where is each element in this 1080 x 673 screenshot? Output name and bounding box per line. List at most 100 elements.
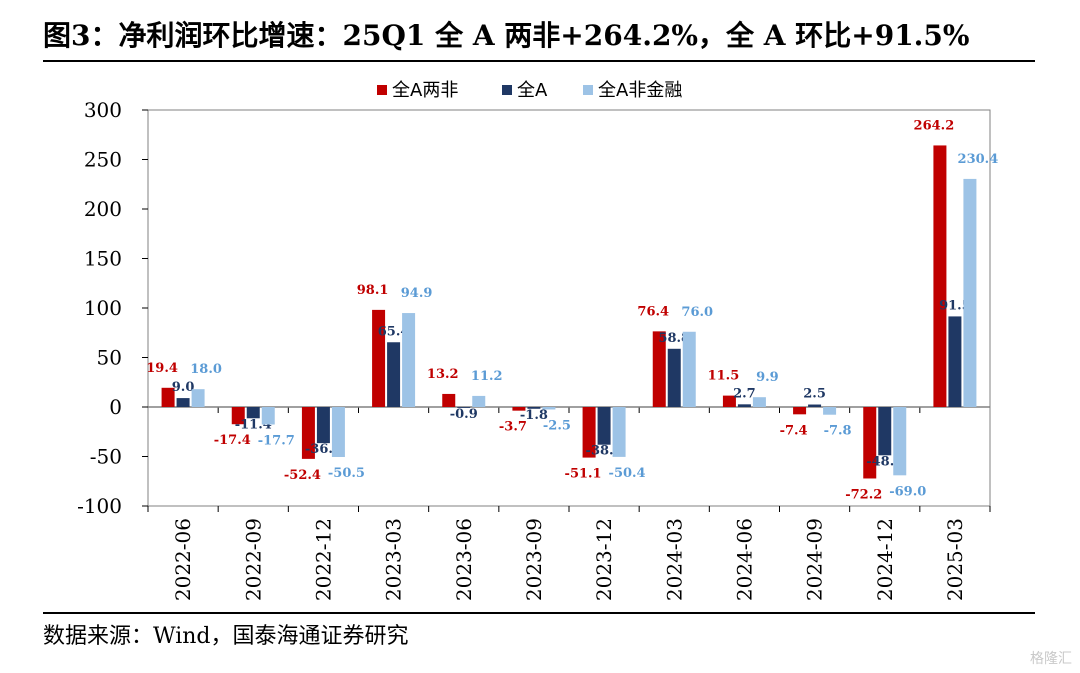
bar-全A-2022-12 [316,407,330,444]
data-label: 11.5 [708,369,740,384]
y-tick-label: -50 [90,445,122,469]
x-tick-label: 2024-12 [873,518,897,601]
bar-全A非金融-2022-06 [191,389,205,407]
x-tick-label: 2024-06 [732,518,756,601]
y-tick-label: 100 [84,296,122,320]
bar-全A非金融-2023-12 [612,407,626,457]
legend-label: 全A非金融 [598,80,682,101]
bar-全A两非-2022-12 [301,407,315,459]
data-label: -0.9 [450,407,478,422]
bar-全A两非-2023-09 [512,407,526,411]
data-label: 94.9 [401,286,433,301]
data-label: 2.5 [803,387,826,402]
bar-全A非金融-2023-03 [402,313,416,407]
bar-全A两非-2022-06 [161,387,175,407]
data-label: -7.4 [780,423,808,438]
data-label: -2.5 [543,418,571,433]
x-tick-label: 2023-09 [522,518,546,601]
title-divider [43,60,1035,62]
bar-全A两非-2022-09 [231,407,245,425]
data-label: 76.4 [637,304,669,319]
legend-label: 全A [517,80,548,101]
bar-全A两非-2023-12 [582,407,596,458]
x-tick-label: 2023-03 [382,518,406,601]
data-label: 11.2 [471,369,503,384]
bar-全A非金融-2024-06 [752,397,766,407]
bar-全A-2024-03 [667,348,681,407]
data-label: -50.5 [328,466,365,481]
bar-全A-2022-09 [246,407,260,419]
x-tick-label: 2024-03 [662,518,686,601]
y-tick-label: 50 [97,346,122,370]
watermark: 格隆汇 [1030,651,1072,667]
bar-全A非金融-2024-12 [893,407,907,476]
x-tick-label: 2025-03 [943,518,967,601]
data-label: 98.1 [357,283,389,298]
data-label: 58.8 [658,331,690,346]
bar-全A非金融-2023-09 [542,407,556,410]
data-label: -7.8 [824,424,852,439]
bar-全A-2023-09 [527,407,541,409]
bar-全A两非-2024-12 [863,407,877,479]
y-tick-label: 200 [84,197,122,221]
data-label: -52.4 [284,468,321,483]
bar-全A非金融-2022-09 [261,407,275,425]
data-label: 91.5 [939,298,971,313]
data-label: 9.0 [172,380,195,395]
data-label: -72.2 [845,487,882,502]
data-label: 19.4 [146,361,178,376]
data-label: -50.4 [609,466,646,481]
data-label: -3.7 [499,420,527,435]
x-tick-label: 2022-06 [171,518,195,601]
data-label: -1.8 [520,408,548,423]
data-label: -17.4 [214,433,251,448]
x-tick-label: 2023-12 [592,518,616,601]
data-label: -69.0 [889,484,926,499]
bar-全A非金融-2022-12 [331,407,345,457]
bar-全A两非-2024-03 [652,331,666,407]
chart-title: 图3：净利润环比增速：25Q1 全 A 两非+264.2%，全 A 环比+91.… [43,19,970,52]
bar-全A两非-2023-06 [442,393,456,407]
source-note: 数据来源：Wind，国泰海通证券研究 [43,624,409,649]
y-tick-label: -100 [77,494,122,518]
data-label: 2.7 [733,386,756,401]
legend-label: 全A两非 [392,80,458,101]
data-label: 18.0 [190,362,222,377]
legend-swatch [377,85,387,95]
x-tick-label: 2023-06 [452,518,476,601]
data-label: 264.2 [914,118,955,133]
data-label: 230.4 [958,152,999,167]
bar-全A-2024-09 [808,404,822,407]
y-tick-label: 150 [84,247,122,271]
data-label: 13.2 [427,367,459,382]
data-label: -17.7 [258,434,295,449]
bar-全A非金融-2024-09 [823,407,837,415]
data-label: 65.4 [378,324,410,339]
x-tick-label: 2022-09 [241,518,265,601]
bar-全A-2024-12 [878,407,892,456]
bar-全A-2023-12 [597,407,611,445]
data-label: -51.1 [565,467,602,482]
legend-swatch [583,85,593,95]
bar-全A-2024-06 [737,404,751,407]
bar-全A非金融-2023-06 [472,395,486,407]
y-tick-label: 300 [84,98,122,122]
bar-全A非金融-2025-03 [963,178,977,407]
bar-全A两非-2023-03 [372,309,386,407]
source-divider [43,612,1035,614]
bar-全A-2023-06 [457,407,471,408]
x-tick-label: 2024-09 [803,518,827,601]
bar-全A-2025-03 [948,316,962,407]
legend-swatch [502,85,512,95]
bar-全A-2022-06 [176,398,190,407]
bar-全A两非-2025-03 [933,145,947,407]
y-tick-label: 250 [84,148,122,172]
bar-全A非金融-2024-03 [682,331,696,407]
data-label: 9.9 [756,370,779,385]
bar-chart: 300 250 200 150 100 50 0 -50 -100 19.4 9.0 18.0 2022… [77,80,999,601]
y-tick-label: 0 [109,395,122,419]
bar-全A两非-2024-09 [793,407,807,415]
bar-全A两非-2024-06 [722,395,736,407]
x-tick-label: 2022-12 [311,518,335,601]
bar-全A-2023-03 [387,342,401,407]
